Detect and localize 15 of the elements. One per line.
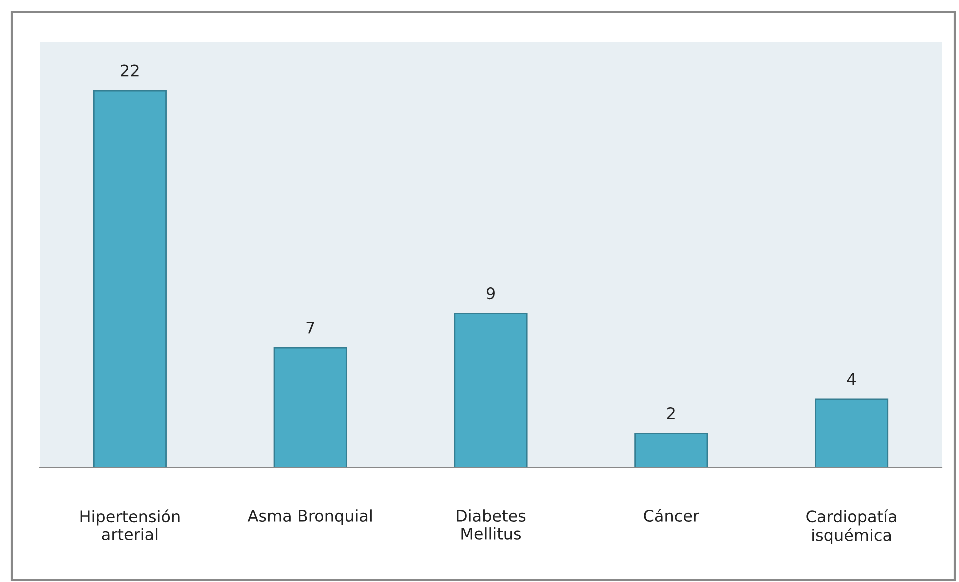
bar [815, 398, 889, 468]
data-label: 22 [121, 64, 139, 77]
x-tick-label: Cardiopatía isquémica [806, 510, 896, 544]
x-tick-label: Diabetes Mellitus [457, 510, 526, 540]
bar [274, 347, 348, 468]
data-label: 9 [486, 287, 495, 300]
x-tick-label: Cáncer [644, 509, 700, 522]
bar [93, 90, 167, 468]
data-label: 2 [667, 407, 675, 420]
x-tick-label: Hipertensión arterial [80, 510, 180, 541]
bar [454, 313, 528, 468]
data-label: 4 [848, 373, 856, 386]
x-tick-label: Asma Bronquial [248, 510, 372, 526]
data-label: 7 [306, 322, 314, 334]
bar [634, 433, 708, 468]
